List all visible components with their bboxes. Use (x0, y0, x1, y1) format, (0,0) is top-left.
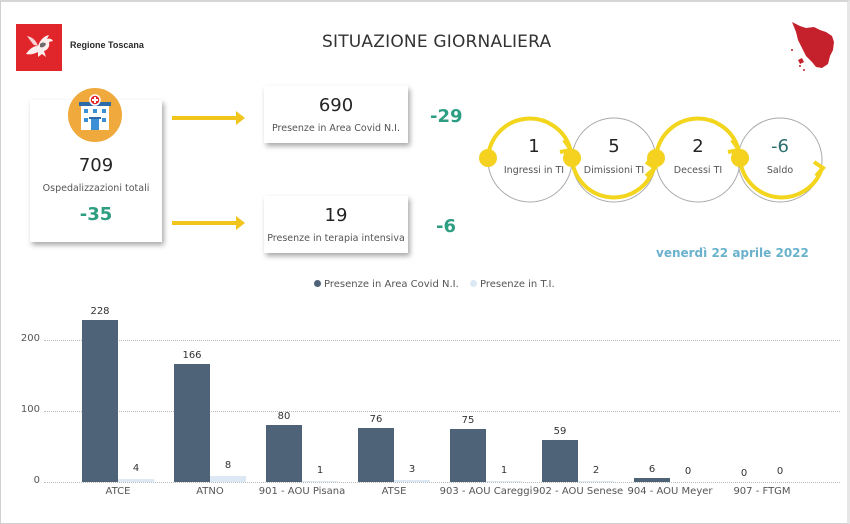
flow-saldo-label: Saldo (766, 165, 794, 176)
x-axis-category-label: 903 - AOU Careggi (439, 486, 533, 497)
y-axis-tick: 0 (33, 475, 40, 486)
bar-intensive-care[interactable] (118, 479, 154, 482)
flow-dimissioni: 5 Dimissioni TI (574, 118, 654, 176)
x-axis-category-label: 904 - AOU Meyer (627, 486, 713, 497)
legend-label-ti: Presenze in T.I. (479, 279, 555, 290)
gridline (44, 340, 840, 341)
gridline (44, 482, 840, 483)
flow-dimissioni-value: 5 (608, 136, 620, 157)
intensive-care-value: 19 (324, 205, 348, 226)
legend-item-ti[interactable]: Presenze in T.I. (469, 279, 555, 290)
flow-decessi-value: 2 (692, 136, 704, 157)
bar-value-label: 228 (90, 306, 110, 318)
y-axis-tick: 100 (20, 404, 40, 415)
bar-value-label: 8 (224, 460, 232, 472)
flow-saldo-value: -6 (771, 136, 789, 157)
bar-covid-area[interactable] (542, 440, 578, 482)
bar-value-label: 0 (684, 466, 692, 477)
intensive-care-label: Presenze in terapia intensiva (267, 233, 405, 244)
bar-value-label: 1 (500, 464, 508, 476)
bar-value-label: 4 (132, 463, 140, 475)
x-axis-category-label: 901 - AOU Pisana (258, 486, 346, 497)
total-hospitalizations-label: Ospedalizzazioni totali (42, 183, 150, 194)
flow-ingressi: 1 Ingressi in TI (494, 118, 574, 176)
bar-value-label: 6 (648, 463, 656, 475)
bar-value-label: 59 (553, 426, 567, 438)
bar-covid-area[interactable] (174, 364, 210, 482)
x-axis-category-label: 902 - AOU Senese (532, 486, 624, 497)
hospital-icon (68, 88, 122, 142)
intensive-care-delta: -6 (436, 216, 456, 237)
total-hospitalizations-delta: -35 (79, 204, 113, 225)
bar-value-label: 166 (182, 350, 202, 362)
pegasus-logo-icon (16, 24, 62, 71)
legend-label-covid: Presenze in Area Covid N.I. (324, 279, 459, 290)
covid-area-card: 690 Presenze in Area Covid N.I. (264, 86, 408, 143)
bar-covid-area[interactable] (634, 477, 670, 482)
flow-ingressi-label: Ingressi in TI (503, 165, 565, 176)
bar-covid-area[interactable] (450, 428, 486, 482)
legend-dot-light-icon (469, 280, 477, 287)
covid-area-value: 690 (318, 95, 354, 116)
bar-value-label: 1 (316, 464, 324, 476)
brand-name: Regione Toscana (70, 40, 144, 50)
bar-intensive-care[interactable] (210, 476, 246, 482)
bar-intensive-care[interactable] (578, 480, 614, 482)
bar-value-label: 0 (776, 466, 784, 477)
page-title: SITUAZIONE GIORNALIERA (322, 32, 552, 52)
covid-area-label: Presenze in Area Covid N.I. (271, 123, 401, 134)
x-axis-category-label: 907 - FTGM (733, 486, 791, 497)
y-axis-tick: 200 (20, 333, 40, 344)
total-hospitalizations-value: 709 (78, 155, 114, 176)
arrow-to-ti-icon (172, 216, 245, 230)
chart-legend: Presenze in Area Covid N.I. Presenze in … (314, 279, 563, 290)
bar-intensive-care[interactable] (486, 480, 522, 482)
intensive-care-card: 19 Presenze in terapia intensiva (264, 196, 408, 253)
bar-covid-area[interactable] (266, 425, 302, 482)
x-axis-category-label: ATSE (381, 486, 407, 497)
flow-decessi: 2 Decessi TI (658, 118, 738, 176)
bar-intensive-care[interactable] (394, 479, 430, 482)
covid-area-delta: -29 (430, 106, 463, 127)
bar-value-label: 3 (408, 463, 416, 475)
flow-dimissioni-label: Dimissioni TI (583, 165, 645, 176)
tuscany-map-icon (786, 18, 846, 74)
bar-value-label: 2 (592, 464, 600, 476)
flow-ingressi-value: 1 (528, 136, 540, 157)
bar-covid-area[interactable] (82, 320, 118, 482)
icu-flow-diagram: 1 Ingressi in TI 5 Dimissioni TI 2 Deces… (474, 110, 844, 210)
flow-circles-icon (479, 116, 827, 203)
bar-value-label: 0 (740, 468, 748, 479)
gridline (44, 411, 840, 412)
report-date: venerdì 22 aprile 2022 (656, 246, 809, 260)
bar-covid-area[interactable] (358, 428, 394, 482)
legend-dot-dark-icon (314, 280, 321, 287)
bar-intensive-care[interactable] (302, 480, 338, 482)
bar-value-label: 76 (369, 414, 383, 426)
bar-chart: 0 100 200 228 4 ATCE 166 8 ATNO 80 1 901 - AOU Pisa… (0, 300, 850, 510)
arrow-to-covid-icon (172, 111, 245, 125)
bar-value-label: 75 (461, 414, 475, 426)
flow-decessi-label: Decessi TI (673, 165, 723, 176)
flow-saldo: -6 Saldo (740, 118, 820, 176)
x-axis-category-label: ATNO (196, 486, 224, 497)
x-axis-category-label: ATCE (105, 486, 131, 497)
legend-item-covid[interactable]: Presenze in Area Covid N.I. (314, 279, 462, 290)
bar-value-label: 80 (277, 411, 291, 423)
